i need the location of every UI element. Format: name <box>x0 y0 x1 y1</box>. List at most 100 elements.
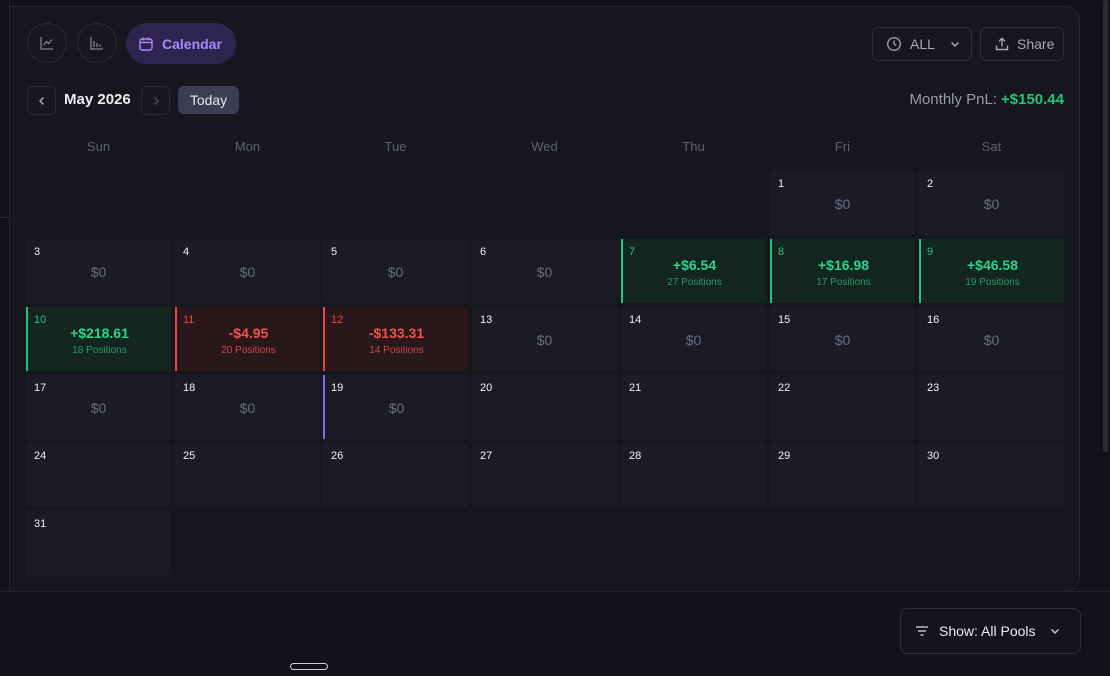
left-panel-tick <box>0 217 9 218</box>
day-positions: 17 Positions <box>816 277 871 288</box>
left-panel-divider <box>9 0 10 592</box>
month-label: May 2026 <box>64 91 131 108</box>
day-cell-3[interactable]: 3 $0 <box>26 239 171 303</box>
monthly-pnl: Monthly PnL: +$150.44 <box>909 91 1064 108</box>
day-pnl: $0 <box>239 400 256 416</box>
day-cell-7[interactable]: 7 +$6.54 27 Positions <box>621 239 766 303</box>
day-pnl: $0 <box>239 264 256 280</box>
pool-filter-label: Show: All Pools <box>939 623 1036 639</box>
day-number: 26 <box>331 450 344 462</box>
day-cell-9[interactable]: 9 +$46.58 19 Positions <box>919 239 1064 303</box>
chevron-down-icon <box>950 41 959 48</box>
day-pnl: -$4.95 <box>228 325 269 341</box>
day-number: 5 <box>331 246 338 258</box>
calendar-icon <box>139 37 153 51</box>
day-cell-5[interactable]: 5 $0 <box>323 239 468 303</box>
day-positions: 14 Positions <box>369 345 424 356</box>
day-pnl: $0 <box>685 332 702 348</box>
day-pnl: $0 <box>983 332 1000 348</box>
day-cell-16[interactable]: 16 $0 <box>919 307 1064 371</box>
day-cell-8[interactable]: 8 +$16.98 17 Positions <box>770 239 915 303</box>
today-button[interactable]: Today <box>178 86 239 114</box>
weekday-wed: Wed <box>531 139 558 154</box>
day-cell-21[interactable]: 21 <box>621 375 766 439</box>
day-number: 31 <box>34 518 47 530</box>
day-number: 7 <box>629 246 636 258</box>
day-number: 28 <box>629 450 642 462</box>
day-cell-31[interactable]: 31 <box>26 511 171 575</box>
day-cell-17[interactable]: 17 $0 <box>26 375 171 439</box>
line-chart-tab[interactable] <box>27 23 67 63</box>
day-positions: 27 Positions <box>667 277 722 288</box>
day-number: 2 <box>927 178 934 190</box>
monthly-pnl-label: Monthly PnL: <box>909 91 998 108</box>
day-number: 18 <box>183 382 196 394</box>
day-pnl: $0 <box>536 332 553 348</box>
day-cell-1[interactable]: 1 $0 <box>770 171 915 235</box>
day-cell-26[interactable]: 26 <box>323 443 468 507</box>
day-cell-27[interactable]: 27 <box>472 443 617 507</box>
day-number: 29 <box>778 450 791 462</box>
day-number: 25 <box>183 450 196 462</box>
weekday-tue: Tue <box>384 139 407 154</box>
next-month-button[interactable] <box>141 86 170 115</box>
day-cell-14[interactable]: 14 $0 <box>621 307 766 371</box>
line-chart-icon <box>40 37 53 50</box>
weekday-thu: Thu <box>682 139 705 154</box>
clock-icon <box>886 36 902 52</box>
day-pnl: +$16.98 <box>818 257 869 273</box>
day-number: 30 <box>927 450 940 462</box>
prev-month-button[interactable] <box>27 86 56 115</box>
day-cell-11[interactable]: 11 -$4.95 20 Positions <box>175 307 320 371</box>
scrollbar[interactable] <box>1103 0 1108 452</box>
day-cell-13[interactable]: 13 $0 <box>472 307 617 371</box>
timeframe-select[interactable]: ALL <box>872 27 972 61</box>
day-cell-28[interactable]: 28 <box>621 443 766 507</box>
tab-calendar[interactable]: Calendar <box>126 23 236 64</box>
share-label: Share <box>1017 36 1055 52</box>
day-number: 11 <box>183 314 195 326</box>
day-cell-10[interactable]: 10 +$218.61 18 Positions <box>26 307 171 371</box>
day-pnl: $0 <box>834 332 851 348</box>
filter-icon <box>916 626 928 636</box>
day-pnl: $0 <box>983 196 1000 212</box>
day-cell-15[interactable]: 15 $0 <box>770 307 915 371</box>
upload-icon <box>995 37 1009 51</box>
pool-filter-select[interactable]: Show: All Pools <box>900 608 1081 654</box>
day-cell-23[interactable]: 23 <box>919 375 1064 439</box>
day-number: 17 <box>34 382 47 394</box>
day-number: 24 <box>34 450 47 462</box>
day-number: 22 <box>778 382 791 394</box>
weekday-sat: Sat <box>981 139 1002 154</box>
day-number: 1 <box>778 178 785 190</box>
chevron-right-icon <box>153 96 159 105</box>
day-cell-24[interactable]: 24 <box>26 443 171 507</box>
day-number: 8 <box>778 246 785 258</box>
day-pnl: +$46.58 <box>967 257 1018 273</box>
day-cell-18[interactable]: 18 $0 <box>175 375 320 439</box>
day-cell-12[interactable]: 12 -$133.31 14 Positions <box>323 307 468 371</box>
share-button[interactable]: Share <box>980 27 1064 61</box>
tab-calendar-label: Calendar <box>162 35 222 52</box>
day-number: 21 <box>629 382 642 394</box>
day-cell-20[interactable]: 20 <box>472 375 617 439</box>
day-cell-29[interactable]: 29 <box>770 443 915 507</box>
day-cell-19[interactable]: 19 $0 <box>323 375 468 439</box>
timeframe-label: ALL <box>910 36 935 52</box>
bar-chart-icon <box>90 37 103 50</box>
home-indicator[interactable] <box>290 663 328 670</box>
day-cell-30[interactable]: 30 <box>919 443 1064 507</box>
day-number: 9 <box>927 246 934 258</box>
day-cell-4[interactable]: 4 $0 <box>175 239 320 303</box>
day-number: 20 <box>480 382 493 394</box>
day-cell-25[interactable]: 25 <box>175 443 320 507</box>
day-number: 14 <box>629 314 642 326</box>
day-pnl: +$218.61 <box>70 325 129 341</box>
day-cell-22[interactable]: 22 <box>770 375 915 439</box>
day-number: 23 <box>927 382 940 394</box>
day-cell-2[interactable]: 2 $0 <box>919 171 1064 235</box>
bar-chart-tab[interactable] <box>77 23 117 63</box>
monthly-pnl-value: +$150.44 <box>1001 91 1064 108</box>
day-cell-6[interactable]: 6 $0 <box>472 239 617 303</box>
day-number: 19 <box>331 382 344 394</box>
